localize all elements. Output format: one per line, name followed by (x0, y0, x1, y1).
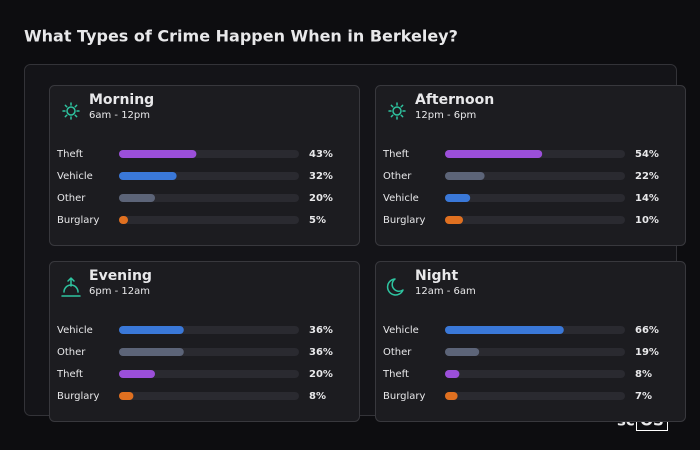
value-label: 14% (635, 193, 659, 204)
icon-part (66, 106, 76, 116)
bar-track (119, 370, 299, 378)
panel-title: Evening (89, 268, 152, 284)
panel-card (375, 261, 686, 422)
panel-card (49, 261, 360, 422)
bar (445, 370, 460, 378)
bar (119, 216, 128, 224)
bar-track (445, 194, 625, 202)
category-label: Burglary (383, 391, 425, 402)
panel-icon (386, 278, 404, 296)
value-label: 54% (635, 149, 659, 160)
bar-track (445, 370, 625, 378)
category-label: Other (383, 171, 412, 182)
bar-track (119, 194, 299, 202)
icon-part (74, 114, 78, 118)
panel-title: Night (415, 268, 459, 284)
bar (445, 216, 463, 224)
value-label: 8% (635, 369, 652, 380)
panel: Evening 6pm - 12am Vehicle 36% Other 36% Theft… (49, 261, 360, 422)
bar-track (445, 172, 625, 180)
panel-title: Afternoon (415, 92, 494, 108)
bar (119, 348, 184, 356)
category-label: Vehicle (383, 325, 419, 336)
value-label: 32% (309, 171, 333, 182)
category-label: Theft (382, 369, 409, 380)
bar (445, 150, 543, 158)
panel-card (49, 85, 360, 246)
value-label: 36% (309, 325, 333, 336)
icon-part (390, 104, 394, 108)
value-label: 5% (309, 215, 326, 226)
category-label: Burglary (57, 215, 99, 226)
icon-part (392, 106, 402, 116)
category-label: Theft (56, 369, 83, 380)
value-label: 66% (635, 325, 659, 336)
bar (445, 172, 485, 180)
bar (119, 194, 155, 202)
bar (119, 172, 177, 180)
bar (119, 370, 155, 378)
bar (445, 392, 458, 400)
panel-subtitle: 6am - 12pm (89, 110, 150, 121)
value-label: 36% (309, 347, 333, 358)
category-label: Theft (56, 149, 83, 160)
value-label: 22% (635, 171, 659, 182)
icon-part (400, 114, 404, 118)
bar (445, 348, 480, 356)
category-label: Vehicle (57, 325, 93, 336)
panel-card (375, 85, 686, 246)
value-label: 10% (635, 215, 659, 226)
bar (119, 392, 134, 400)
category-label: Vehicle (383, 193, 419, 204)
panel-subtitle: 12am - 6am (415, 286, 476, 297)
icon-part (64, 114, 68, 118)
icon-part (386, 278, 404, 296)
value-label: 7% (635, 391, 652, 402)
panel-title: Morning (89, 92, 154, 108)
icon-part (400, 104, 404, 108)
value-label: 8% (309, 391, 326, 402)
bar-track (445, 216, 625, 224)
icon-part (390, 114, 394, 118)
bar (119, 150, 197, 158)
panel-icon (388, 102, 406, 120)
category-label: Burglary (57, 391, 99, 402)
panel: Morning 6am - 12pm Theft 43% Vehicle 32% Other… (49, 85, 360, 246)
panel-icon (62, 102, 80, 120)
icon-part (74, 104, 78, 108)
category-label: Other (57, 347, 86, 358)
icon-part (64, 104, 68, 108)
category-label: Other (57, 193, 86, 204)
bar (119, 326, 184, 334)
bar (445, 194, 471, 202)
value-label: 20% (309, 369, 333, 380)
category-label: Vehicle (57, 171, 93, 182)
panel: Night 12am - 6am Vehicle 66% Other 19% Theft 8%… (375, 261, 686, 422)
bar-track (119, 216, 299, 224)
category-label: Theft (382, 149, 409, 160)
panel-subtitle: 12pm - 6pm (415, 110, 476, 121)
bar-track (445, 348, 625, 356)
panel-subtitle: 6pm - 12am (89, 286, 150, 297)
bar-track (119, 392, 299, 400)
page-title: What Types of Crime Happen When in Berke… (24, 27, 458, 46)
bar (445, 326, 564, 334)
panel: Afternoon 12pm - 6pm Theft 54% Other 22% Vehic… (375, 85, 686, 246)
panel-icon (61, 276, 81, 297)
category-label: Other (383, 347, 412, 358)
category-label: Burglary (383, 215, 425, 226)
value-label: 20% (309, 193, 333, 204)
value-label: 19% (635, 347, 659, 358)
bar-track (445, 392, 625, 400)
value-label: 43% (309, 149, 333, 160)
icon-part (61, 276, 81, 297)
